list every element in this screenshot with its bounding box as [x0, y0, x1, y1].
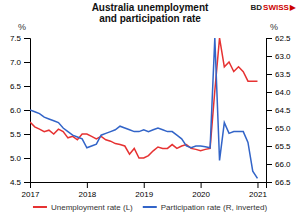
y-axis-title: % [18, 22, 26, 32]
tick: 5.0 [10, 154, 30, 163]
tick-mark [24, 86, 30, 87]
tick: 65.0 [266, 124, 291, 133]
tick-label: 2018 [78, 190, 96, 199]
tick-label: 65.5 [275, 142, 291, 151]
tick-mark [24, 38, 30, 39]
line [30, 38, 257, 158]
y2-axis-title: % [270, 22, 278, 32]
tick-label: 62.5 [275, 34, 291, 43]
tick: 6.5 [10, 82, 30, 91]
tick-mark [24, 110, 30, 111]
tick-mark [144, 182, 145, 188]
tick-mark [266, 74, 272, 75]
tick-label: 64.5 [275, 106, 291, 115]
tick-label: 7.5 [10, 34, 22, 43]
axis-line [24, 39, 31, 183]
annotation: ▶ [290, 3, 297, 12]
axis-line [31, 183, 267, 189]
tick-mark [266, 164, 272, 165]
legend: Unemployment rate (L) Participation rate … [33, 203, 267, 212]
tick-mark [24, 158, 30, 159]
legend-label: Participation rate (R, inverted) [161, 203, 268, 212]
y-axis: 4.5 5.0 5.5 6.0 6.5 7.0 7.5 [10, 34, 31, 187]
title-line: and participation rate [99, 13, 201, 24]
lines [30, 38, 257, 178]
tick: 63.5 [266, 70, 291, 79]
legend-swatch [33, 206, 47, 208]
tick-label: 2020 [192, 190, 210, 199]
tick-label: 6.5 [10, 82, 22, 91]
tick-label: 4.5 [10, 178, 22, 187]
tick-mark [257, 182, 258, 188]
tick-mark [266, 182, 272, 183]
tick: 66.0 [266, 160, 291, 169]
tick-mark [24, 62, 30, 63]
tick: 5.5 [10, 130, 30, 139]
tick: 2019 [135, 182, 153, 199]
legend-item: Participation rate (R, inverted) [143, 203, 268, 212]
tick: 4.5 [10, 178, 30, 187]
tick-mark [266, 146, 272, 147]
tick-label: 7.0 [10, 58, 22, 67]
tick: 6.0 [10, 106, 30, 115]
plot: 2017 2018 2019 2020 2021 4.5 5.0 5.5 6.0 6.5 7.0 7.… [10, 34, 291, 199]
tick: 64.0 [266, 88, 291, 97]
legend-swatch [143, 206, 157, 208]
legend-item: Unemployment rate (L) [33, 203, 133, 212]
title-line: Australia unemployment [92, 2, 209, 13]
tick-label: 5.0 [10, 154, 22, 163]
tick: 7.0 [10, 58, 30, 67]
tick-mark [87, 182, 88, 188]
line [30, 38, 257, 178]
axis-line [267, 39, 273, 183]
tick-label: 2017 [22, 190, 40, 199]
tick: 62.5 [266, 34, 291, 43]
tick-mark [266, 110, 272, 111]
tick: 2017 [22, 182, 40, 199]
legend-label: Unemployment rate (L) [51, 203, 133, 212]
tick-mark [201, 182, 202, 188]
tick-label: 66.5 [275, 178, 291, 187]
tick-mark [266, 56, 272, 57]
tick: 2020 [192, 182, 210, 199]
annotations: BDSWISS▶ [251, 3, 297, 12]
tick-label: 63.0 [275, 52, 291, 61]
tick-label: 6.0 [10, 106, 22, 115]
tick: 7.5 [10, 34, 30, 43]
tick: 65.5 [266, 142, 291, 151]
tick-label: 65.0 [275, 124, 291, 133]
tick-label: 66.0 [275, 160, 291, 169]
tick: 2018 [78, 182, 96, 199]
tick-label: 5.5 [10, 130, 22, 139]
tick-mark [266, 92, 272, 93]
tick-label: 64.0 [275, 88, 291, 97]
tick: 63.0 [266, 52, 291, 61]
tick-label: 2021 [249, 190, 267, 199]
tick-mark [24, 182, 30, 183]
chart: 2017 2018 2019 2020 2021 4.5 5.0 5.5 6.0 6.5 7.0 7.… [0, 0, 300, 214]
tick: 2021 [249, 182, 267, 199]
tick-mark [266, 128, 272, 129]
title: Australia unemploymentand participation … [92, 2, 209, 24]
tick-mark [266, 38, 272, 39]
tick: 66.5 [266, 178, 291, 187]
y2-axis: 62.5 63.0 63.5 64.0 64.5 65.0 65.5 66.0 66.5 [266, 34, 291, 187]
tick-label: 2019 [135, 190, 153, 199]
tick-mark [24, 134, 30, 135]
annotation: SWISS [263, 3, 289, 12]
x-axis: 2017 2018 2019 2020 2021 [22, 182, 268, 199]
tick: 64.5 [266, 106, 291, 115]
tick-label: 63.5 [275, 70, 291, 79]
annotation: BD [251, 3, 263, 12]
